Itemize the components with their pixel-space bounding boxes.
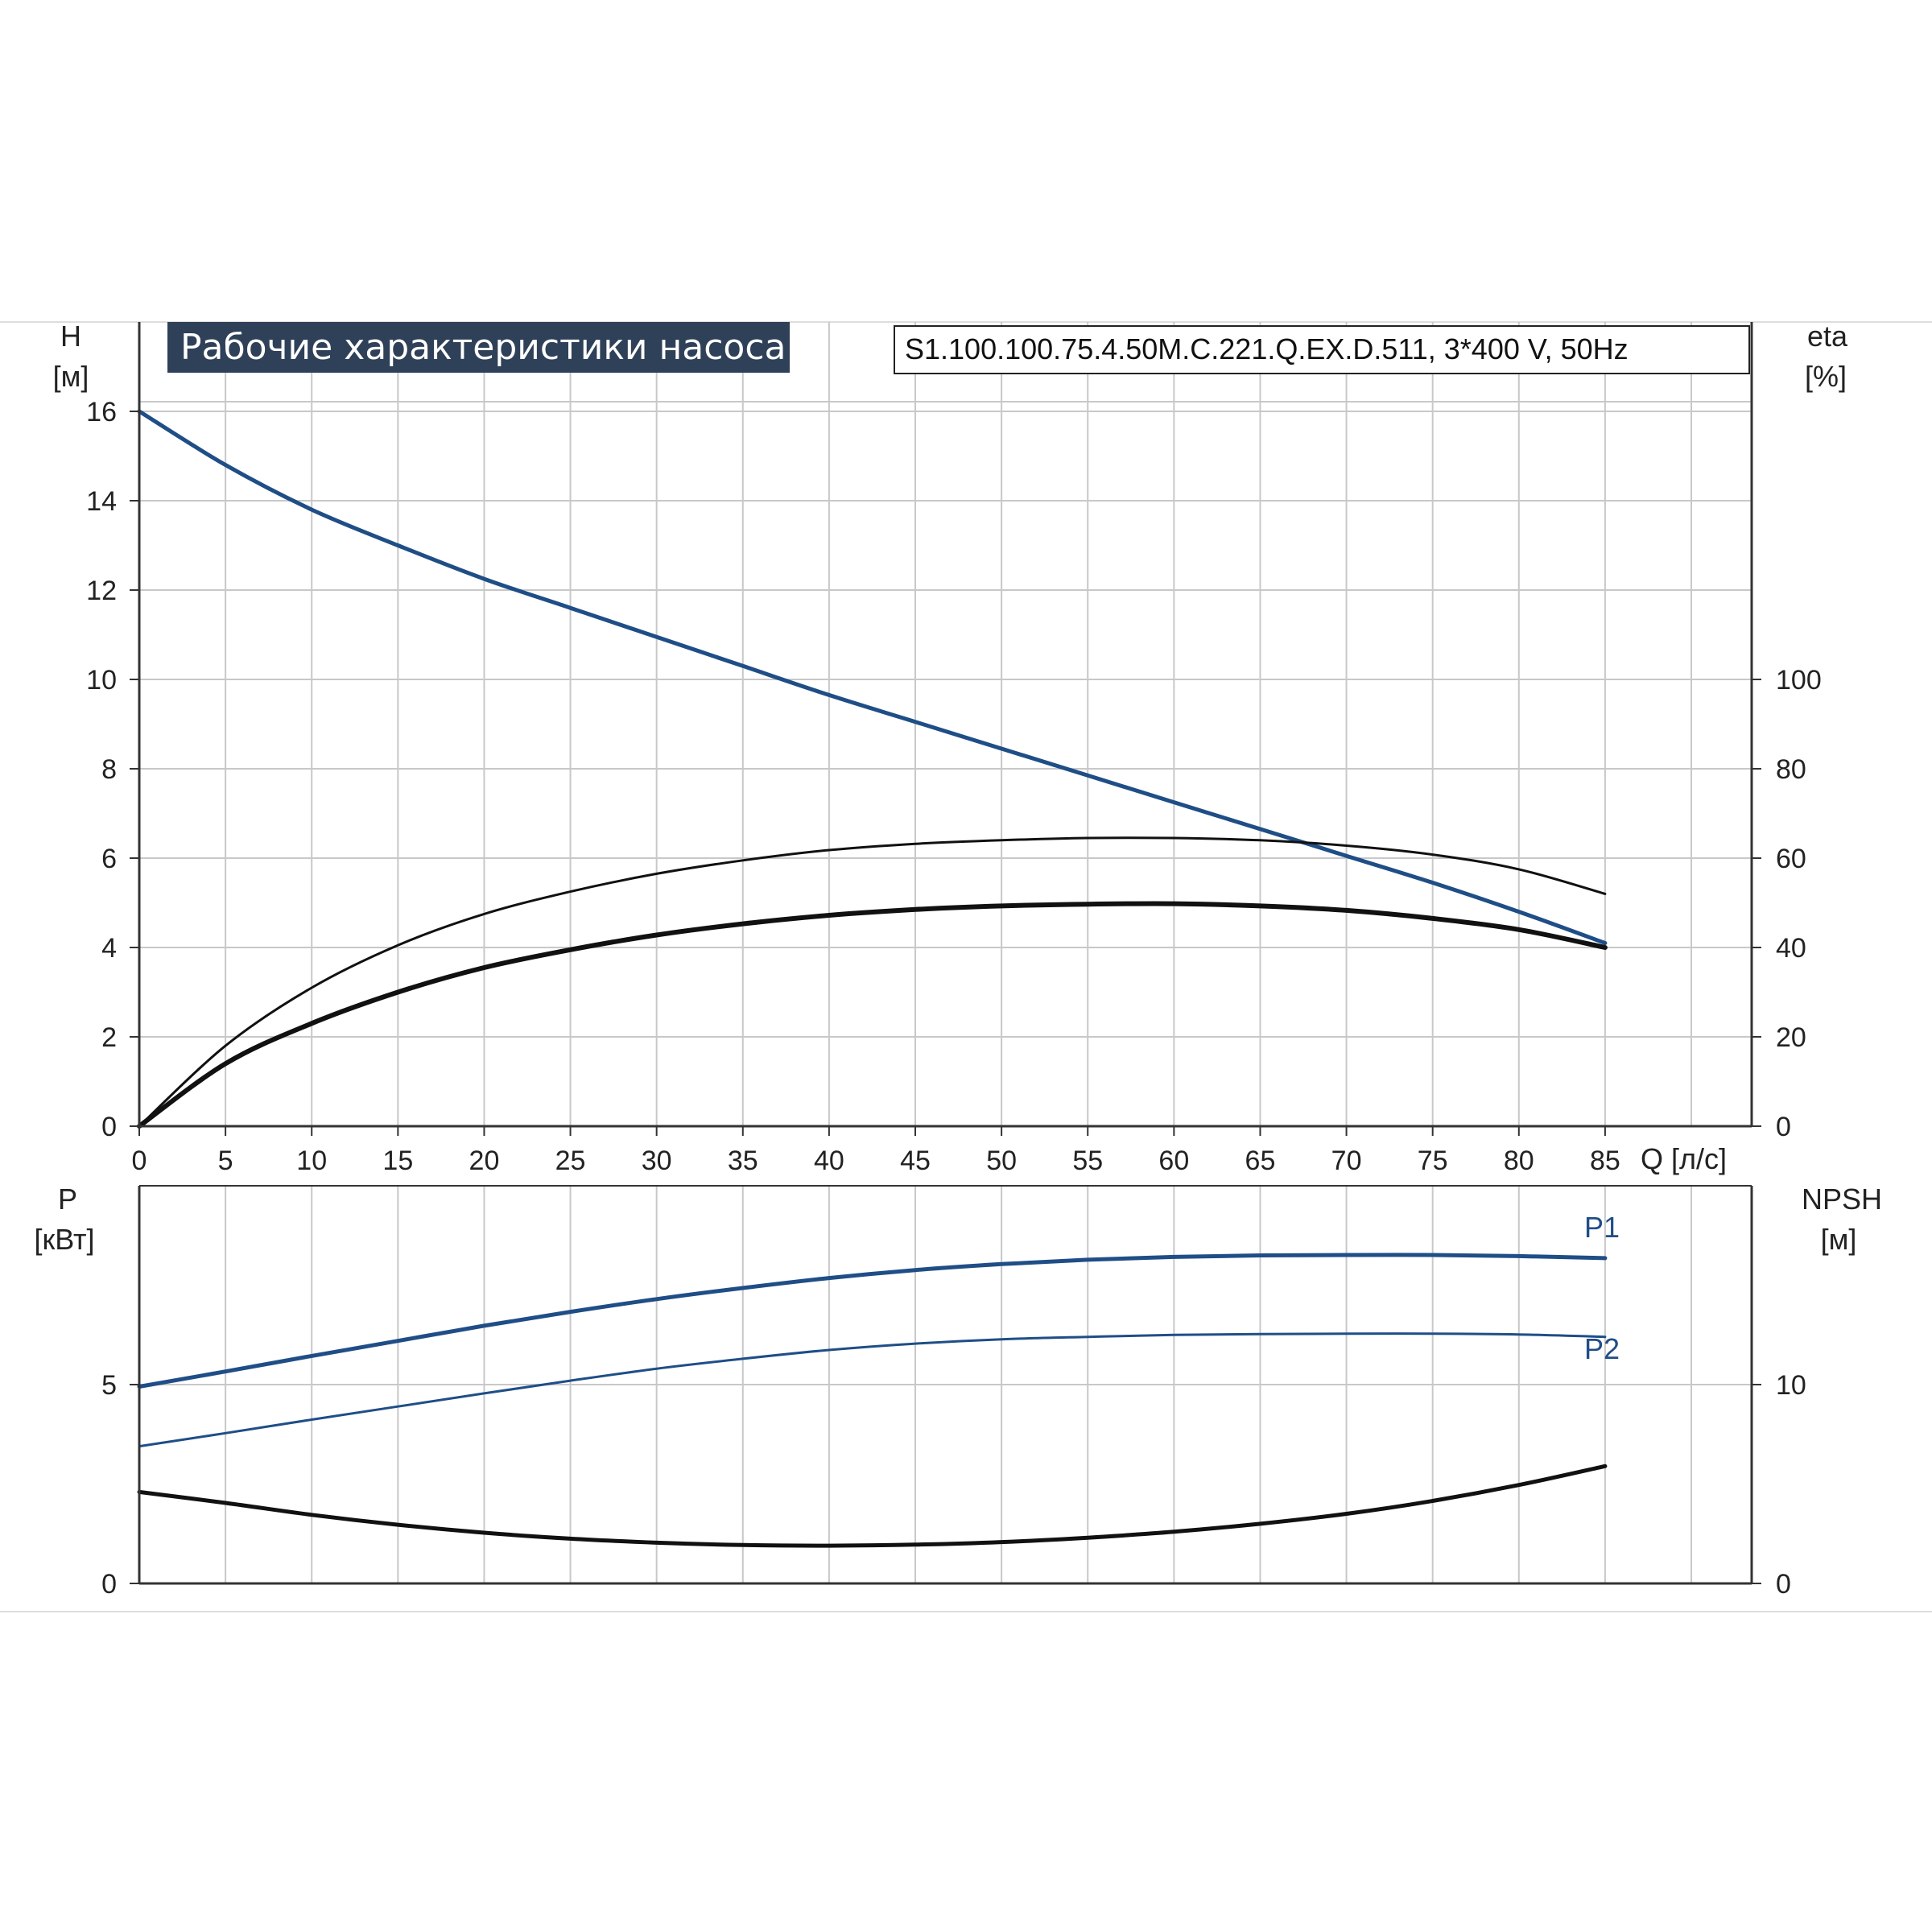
model-designation: S1.100.100.75.4.50M.C.221.Q.EX.D.511, 3*… xyxy=(905,332,1629,365)
x-tick-label: 60 xyxy=(1158,1146,1189,1176)
title-banner xyxy=(167,322,790,373)
x-tick-label: 40 xyxy=(814,1146,844,1176)
right-tick-label: 60 xyxy=(1776,844,1806,874)
right-tick-label: 80 xyxy=(1776,754,1806,785)
x-tick-label: 45 xyxy=(900,1146,931,1176)
npsh-axis-unit: [м] xyxy=(1821,1223,1857,1256)
x-tick-label: 70 xyxy=(1331,1146,1362,1176)
x-tick-label: 65 xyxy=(1245,1146,1276,1176)
p2-series-label: P2 xyxy=(1584,1332,1620,1365)
left-tick-label: 6 xyxy=(101,844,117,874)
right-tick-label: 10 xyxy=(1776,1370,1806,1401)
right-tick-label: 100 xyxy=(1776,665,1822,696)
x-tick-label: 85 xyxy=(1590,1146,1620,1176)
p-axis-unit: [кВт] xyxy=(34,1223,94,1256)
p1-series-label: P1 xyxy=(1584,1211,1620,1244)
left-tick-label: 0 xyxy=(101,1569,117,1600)
left-tick-label: 8 xyxy=(101,754,117,785)
curve-eta-lower xyxy=(137,901,1608,1129)
eta-axis-label: eta xyxy=(1807,320,1848,353)
left-tick-label: 16 xyxy=(86,397,117,427)
x-tick-label: 20 xyxy=(469,1146,500,1176)
x-tick-label: 55 xyxy=(1072,1146,1103,1176)
h-axis-label: H xyxy=(60,320,81,353)
left-tick-label: 14 xyxy=(86,486,117,517)
right-tick-label: 0 xyxy=(1776,1569,1791,1600)
right-tick-label: 20 xyxy=(1776,1022,1806,1053)
q-axis-label: Q [л/с] xyxy=(1641,1142,1727,1175)
x-tick-label: 35 xyxy=(728,1146,758,1176)
left-tick-label: 2 xyxy=(101,1022,117,1053)
right-tick-label: 40 xyxy=(1776,933,1806,964)
x-tick-label: 50 xyxy=(986,1146,1017,1176)
x-tick-label: 15 xyxy=(382,1146,413,1176)
x-tick-label: 75 xyxy=(1418,1146,1448,1176)
model-box xyxy=(894,325,1750,374)
right-tick-label: 0 xyxy=(1776,1112,1791,1142)
chart-title: Рабочие характеристики насоса xyxy=(180,327,786,368)
x-tick-label: 10 xyxy=(296,1146,327,1176)
x-tick-label: 5 xyxy=(218,1146,233,1176)
left-tick-label: 12 xyxy=(86,576,117,606)
left-tick-label: 0 xyxy=(101,1112,117,1142)
npsh-axis-label: NPSH xyxy=(1802,1183,1882,1216)
curve-p1 xyxy=(137,1253,1608,1389)
left-tick-label: 10 xyxy=(86,665,117,696)
x-tick-label: 0 xyxy=(132,1146,147,1176)
left-tick-label: 5 xyxy=(101,1370,117,1401)
x-tick-label: 25 xyxy=(555,1146,586,1176)
curve-npsh xyxy=(137,1463,1608,1548)
h-axis-unit: [м] xyxy=(53,360,89,393)
curve-eta-upper xyxy=(138,836,1607,1128)
x-tick-label: 80 xyxy=(1504,1146,1534,1176)
p-axis-label: P xyxy=(58,1183,77,1216)
left-tick-label: 4 xyxy=(101,933,117,964)
curve-p2 xyxy=(138,1332,1607,1448)
curve-h xyxy=(137,409,1608,945)
x-tick-label: 30 xyxy=(642,1146,672,1176)
eta-axis-unit: [%] xyxy=(1805,360,1847,393)
